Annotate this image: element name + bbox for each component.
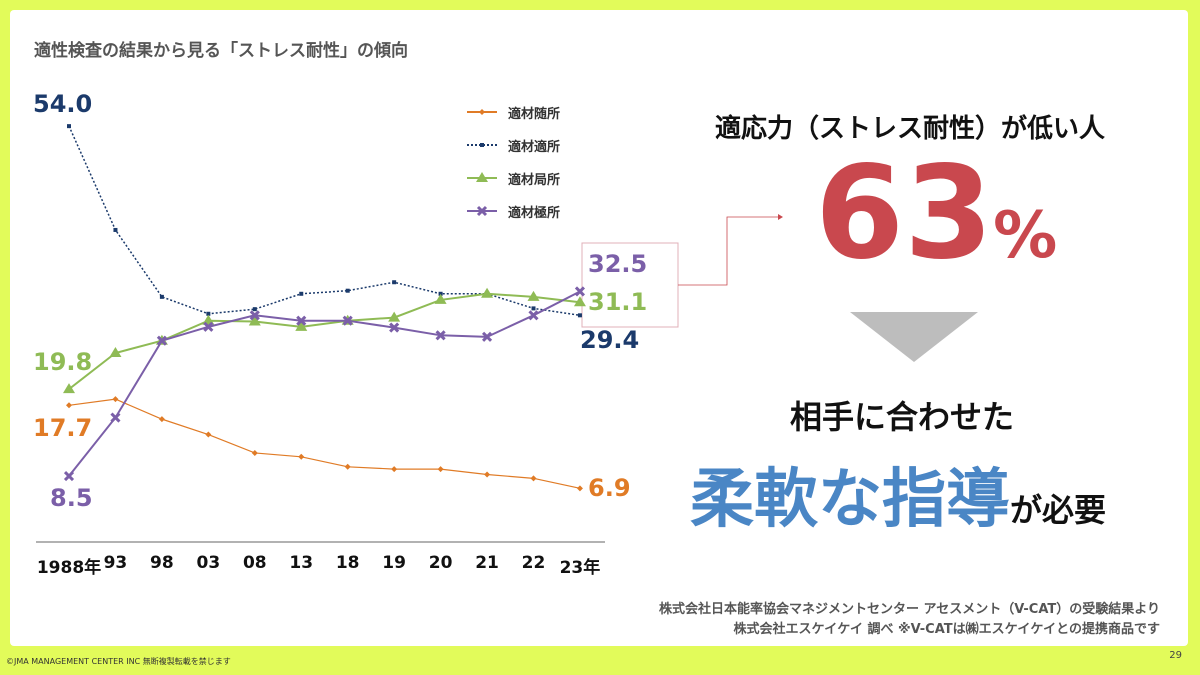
x-tick-label: 21 [475,553,499,573]
conclusion-emphasis: 柔軟な指導が必要 [690,448,1106,540]
percent-unit: % [993,199,1058,273]
data-point [203,321,214,332]
data-point [438,291,443,296]
series-line-1 [68,125,581,317]
x-tick-label: 22 [521,553,546,573]
x-tick-label: 08 [242,553,267,573]
legend-label: 適材極所 [508,206,561,221]
data-point [206,311,211,316]
down-arrow-icon [850,312,978,362]
page-number: 29 [1169,650,1182,661]
data-point [392,280,397,285]
data-point [109,346,122,357]
headline: 適応力（ストレス耐性）が低い人 [715,114,1106,144]
data-point [388,311,401,322]
data-point [527,290,540,301]
data-point [113,227,118,232]
data-point [295,320,308,331]
last-value-label: 32.5 [588,250,648,278]
legend-marker-x-icon [476,205,488,217]
first-value-label: 8.5 [50,484,93,512]
data-point [573,296,586,307]
data-point [344,463,351,470]
callout-connector [678,216,778,286]
last-value-label: 29.4 [580,326,640,354]
data-point [63,383,75,394]
percent-value: 63% [815,150,1057,278]
data-point [63,470,75,482]
data-point [481,331,493,342]
percent-number: 63 [815,139,994,288]
data-point [391,466,398,473]
legend-marker-triangle-icon [476,172,488,182]
data-point [67,124,71,129]
data-point [110,412,121,423]
data-point [156,335,167,346]
data-point [342,315,353,326]
data-point [159,294,164,299]
data-point [66,402,72,409]
data-point [248,315,261,326]
legend-label: 適材適所 [508,140,561,155]
first-value-label: 17.7 [33,414,93,442]
data-point [434,293,447,304]
data-point [484,471,491,478]
chart-title: 適性検査の結果から見る「ストレス耐性」の傾向 [34,41,408,61]
emphasis-text: 柔軟な指導 [690,463,1010,537]
last-value-label: 6.9 [588,474,631,502]
data-point [389,322,400,333]
connector-arrowhead [778,214,783,220]
data-point [205,431,212,438]
x-tick-label: 93 [103,553,128,573]
series-line-2 [68,292,581,390]
x-tick-label: 18 [335,553,360,573]
legend-marker-diamond-icon [479,109,485,115]
data-point [577,313,582,318]
copyright: ©JMA MANAGEMENT CENTER INC 無断複製転載を禁じます [6,657,231,666]
data-point [574,286,586,297]
data-point [437,466,444,473]
x-tick-label: 03 [196,553,221,573]
x-tick-label: 13 [289,553,314,573]
data-point [435,330,446,341]
data-point [530,475,537,482]
first-value-label: 19.8 [33,348,93,376]
legend-label: 適材随所 [508,107,561,122]
data-point [345,288,350,293]
series-line-0 [68,398,581,489]
data-point [158,416,165,423]
series-line-3 [68,290,581,477]
legend-marker-square-icon [480,143,484,147]
data-point [252,307,257,312]
data-point [576,485,583,492]
last-value-label: 31.1 [588,288,648,316]
first-value-label: 54.0 [33,90,93,118]
data-point [112,396,119,403]
data-point [298,453,305,460]
data-point [528,310,539,321]
data-point [299,291,304,296]
source-line-2: 株式会社エスケイケイ 調べ ※V-CATは㈱エスケイケイとの提携商品です [733,622,1161,637]
emphasis-suffix: が必要 [1010,491,1107,529]
x-tick-label: 23年 [559,558,601,578]
data-point [481,287,494,298]
conclusion-line: 相手に合わせた [790,398,1015,436]
source-line-1: 株式会社日本能率協会マネジメントセンター アセスメント（V-CAT）の受験結果よ… [659,602,1160,617]
x-tick-label: 19 [382,553,406,573]
x-tick-label: 20 [428,553,453,573]
data-point [531,306,536,311]
x-tick-label: 98 [150,553,174,573]
data-point [249,310,260,321]
data-point [251,449,258,456]
x-tick-label: 1988年 [36,558,102,578]
legend-label: 適材局所 [508,173,561,188]
data-point [296,315,307,326]
